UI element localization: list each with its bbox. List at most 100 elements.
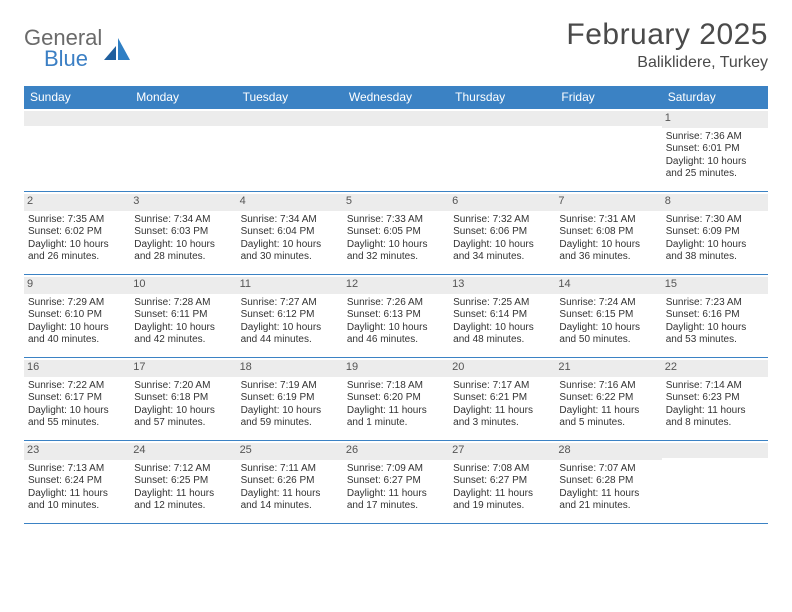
day-number: 25 xyxy=(237,443,343,460)
day-cell: 24Sunrise: 7:12 AMSunset: 6:25 PMDayligh… xyxy=(130,441,236,523)
daylight-text: Daylight: 10 hours and 50 minutes. xyxy=(559,322,657,347)
sunrise-text: Sunrise: 7:33 AM xyxy=(347,214,445,227)
day-number: 21 xyxy=(555,360,661,377)
sunset-text: Sunset: 6:15 PM xyxy=(559,309,657,322)
daylight-text: Daylight: 10 hours and 34 minutes. xyxy=(453,239,551,264)
sunrise-text: Sunrise: 7:09 AM xyxy=(347,463,445,476)
day-number: 2 xyxy=(24,194,130,211)
sunset-text: Sunset: 6:05 PM xyxy=(347,226,445,239)
sunset-text: Sunset: 6:09 PM xyxy=(666,226,764,239)
empty-day-header xyxy=(343,111,449,126)
day-number: 11 xyxy=(237,277,343,294)
weekday-header: Monday xyxy=(130,86,236,109)
week-row: 1Sunrise: 7:36 AMSunset: 6:01 PMDaylight… xyxy=(24,109,768,192)
weekday-header: Saturday xyxy=(662,86,768,109)
sunset-text: Sunset: 6:19 PM xyxy=(241,392,339,405)
day-cell: 4Sunrise: 7:34 AMSunset: 6:04 PMDaylight… xyxy=(237,192,343,274)
sunrise-text: Sunrise: 7:08 AM xyxy=(453,463,551,476)
day-cell: 25 Sunrise: 7:11 AMSunset: 6:26 PMDayligh… xyxy=(237,441,343,523)
day-number: 3 xyxy=(130,194,236,211)
daylight-text: Daylight: 10 hours and 30 minutes. xyxy=(241,239,339,264)
sunrise-text: Sunrise: 7:23 AM xyxy=(666,297,764,310)
day-number: 5 xyxy=(343,194,449,211)
sunrise-text: Sunrise: 7:31 AM xyxy=(559,214,657,227)
day-number: 22 xyxy=(662,360,768,377)
sunrise-text: Sunrise: 7:11 AM xyxy=(241,463,339,476)
sunrise-text: Sunrise: 7:27 AM xyxy=(241,297,339,310)
sunset-text: Sunset: 6:13 PM xyxy=(347,309,445,322)
daylight-text: Daylight: 11 hours and 19 minutes. xyxy=(453,488,551,513)
daylight-text: Daylight: 10 hours and 57 minutes. xyxy=(134,405,232,430)
sunset-text: Sunset: 6:28 PM xyxy=(559,475,657,488)
empty-day-header xyxy=(662,443,768,458)
empty-day-header xyxy=(24,111,130,126)
day-cell: 13Sunrise: 7:25 AMSunset: 6:14 PMDayligh… xyxy=(449,275,555,357)
day-number: 19 xyxy=(343,360,449,377)
sunrise-text: Sunrise: 7:28 AM xyxy=(134,297,232,310)
logo: General Blue xyxy=(24,28,130,70)
day-number: 9 xyxy=(24,277,130,294)
calendar-page: General Blue February 2025 Baliklidere, … xyxy=(0,0,792,524)
daylight-text: Daylight: 10 hours and 53 minutes. xyxy=(666,322,764,347)
day-number: 18 xyxy=(237,360,343,377)
daylight-text: Daylight: 11 hours and 1 minute. xyxy=(347,405,445,430)
day-cell: 26Sunrise: 7:09 AMSunset: 6:27 PMDayligh… xyxy=(343,441,449,523)
sunrise-text: Sunrise: 7:30 AM xyxy=(666,214,764,227)
daylight-text: Daylight: 10 hours and 26 minutes. xyxy=(28,239,126,264)
sunrise-text: Sunrise: 7:16 AM xyxy=(559,380,657,393)
daylight-text: Daylight: 10 hours and 42 minutes. xyxy=(134,322,232,347)
sunset-text: Sunset: 6:16 PM xyxy=(666,309,764,322)
sunset-text: Sunset: 6:23 PM xyxy=(666,392,764,405)
day-cell: 6Sunrise: 7:32 AMSunset: 6:06 PMDaylight… xyxy=(449,192,555,274)
day-number: 24 xyxy=(130,443,236,460)
daylight-text: Daylight: 11 hours and 3 minutes. xyxy=(453,405,551,430)
sunset-text: Sunset: 6:06 PM xyxy=(453,226,551,239)
day-cell: 27Sunrise: 7:08 AMSunset: 6:27 PMDayligh… xyxy=(449,441,555,523)
daylight-text: Daylight: 10 hours and 28 minutes. xyxy=(134,239,232,264)
sunset-text: Sunset: 6:14 PM xyxy=(453,309,551,322)
weekday-header: Tuesday xyxy=(237,86,343,109)
sunset-text: Sunset: 6:26 PM xyxy=(241,475,339,488)
daylight-text: Daylight: 10 hours and 32 minutes. xyxy=(347,239,445,264)
weekday-header: Sunday xyxy=(24,86,130,109)
day-cell: 1Sunrise: 7:36 AMSunset: 6:01 PMDaylight… xyxy=(662,109,768,191)
sunset-text: Sunset: 6:22 PM xyxy=(559,392,657,405)
day-cell: 5 Sunrise: 7:33 AMSunset: 6:05 PMDaylight… xyxy=(343,192,449,274)
logo-sail-icon xyxy=(104,38,130,60)
sunrise-text: Sunrise: 7:20 AM xyxy=(134,380,232,393)
day-cell xyxy=(662,441,768,523)
day-cell: 9Sunrise: 7:29 AMSunset: 6:10 PMDaylight… xyxy=(24,275,130,357)
sunset-text: Sunset: 6:02 PM xyxy=(28,226,126,239)
sunset-text: Sunset: 6:03 PM xyxy=(134,226,232,239)
day-cell: 16Sunrise: 7:22 AMSunset: 6:17 PMDayligh… xyxy=(24,358,130,440)
day-cell: 3Sunrise: 7:34 AMSunset: 6:03 PMDaylight… xyxy=(130,192,236,274)
day-cell: 17Sunrise: 7:20 AMSunset: 6:18 PMDayligh… xyxy=(130,358,236,440)
sunset-text: Sunset: 6:01 PM xyxy=(666,143,764,156)
sunrise-text: Sunrise: 7:34 AM xyxy=(241,214,339,227)
day-cell: 15Sunrise: 7:23 AMSunset: 6:16 PMDayligh… xyxy=(662,275,768,357)
day-number: 17 xyxy=(130,360,236,377)
day-number: 23 xyxy=(24,443,130,460)
sunrise-text: Sunrise: 7:22 AM xyxy=(28,380,126,393)
sunset-text: Sunset: 6:25 PM xyxy=(134,475,232,488)
daylight-text: Daylight: 11 hours and 10 minutes. xyxy=(28,488,126,513)
calendar-grid: Sunday Monday Tuesday Wednesday Thursday… xyxy=(24,86,768,524)
day-cell xyxy=(24,109,130,191)
day-cell xyxy=(237,109,343,191)
empty-day-header xyxy=(449,111,555,126)
sunrise-text: Sunrise: 7:17 AM xyxy=(453,380,551,393)
sunrise-text: Sunrise: 7:24 AM xyxy=(559,297,657,310)
day-number: 26 xyxy=(343,443,449,460)
sunrise-text: Sunrise: 7:12 AM xyxy=(134,463,232,476)
location-label: Baliklidere, Turkey xyxy=(566,54,768,72)
day-cell: 11Sunrise: 7:27 AMSunset: 6:12 PMDayligh… xyxy=(237,275,343,357)
daylight-text: Daylight: 10 hours and 38 minutes. xyxy=(666,239,764,264)
day-cell xyxy=(130,109,236,191)
page-header: General Blue February 2025 Baliklidere, … xyxy=(24,18,768,72)
sunset-text: Sunset: 6:08 PM xyxy=(559,226,657,239)
sunset-text: Sunset: 6:21 PM xyxy=(453,392,551,405)
logo-text: General Blue xyxy=(24,28,102,70)
sunset-text: Sunset: 6:17 PM xyxy=(28,392,126,405)
daylight-text: Daylight: 11 hours and 14 minutes. xyxy=(241,488,339,513)
day-cell: 18Sunrise: 7:19 AMSunset: 6:19 PMDayligh… xyxy=(237,358,343,440)
